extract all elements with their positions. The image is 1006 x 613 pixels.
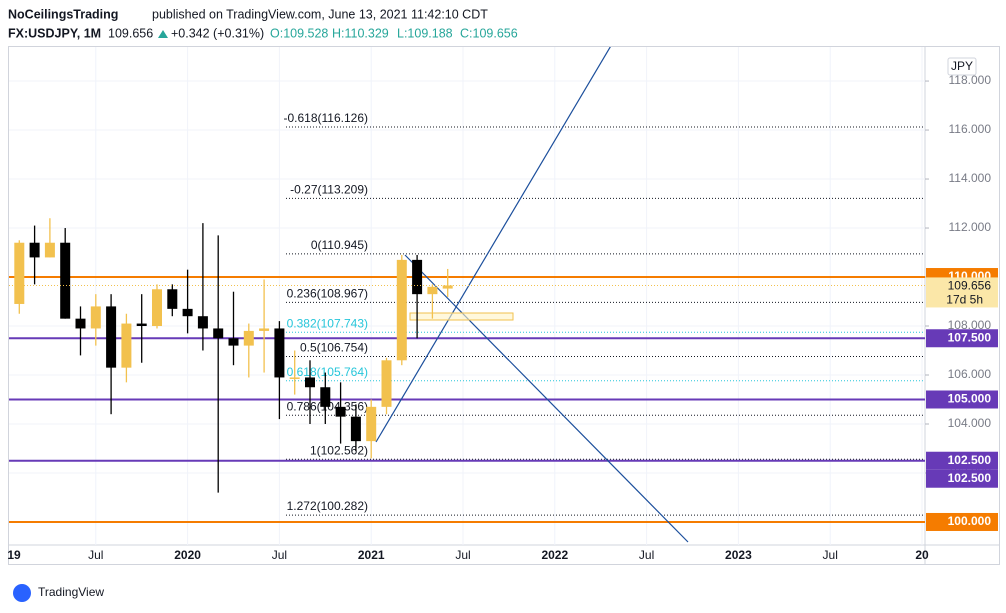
candle-body: [320, 387, 331, 407]
y-tick-label: 106.000: [948, 367, 992, 381]
fib-label: 0.236(108.967): [287, 286, 368, 300]
fib-label: -0.618(116.126): [283, 111, 368, 125]
x-tick-label: Jul: [455, 548, 470, 562]
y-tick-label: 112.000: [949, 220, 992, 234]
published-text: published on TradingView.com, June 13, 2…: [152, 7, 488, 21]
candle-body: [182, 308, 193, 317]
zone-box: [409, 312, 514, 321]
x-tick-label: 2020: [174, 548, 201, 562]
x-tick-label: 2021: [358, 548, 385, 562]
candle-body: [75, 318, 86, 329]
brand: TradingView: [38, 585, 104, 599]
level-badge-label: 107.500: [948, 330, 992, 344]
candle-body: [0, 287, 9, 304]
candle-body: [381, 360, 392, 407]
y-tick-label: 108.000: [948, 318, 992, 332]
currency-badge: [947, 57, 977, 76]
y-tick-label: 118.000: [949, 73, 992, 87]
level-badge-label: 102.500: [948, 453, 992, 467]
x-tick-label: 19: [7, 548, 21, 562]
fib-label: 0.382(107.743): [287, 316, 368, 330]
header-line-2: FX:USDJPY, 1M 109.656 +0.342 (+0.31%) O:…: [8, 26, 518, 40]
candle-body: [442, 285, 453, 289]
level-badge: [926, 512, 998, 531]
candle-body: [197, 316, 208, 329]
candle-body: [396, 259, 407, 361]
last-price-badge: [926, 277, 998, 308]
level-badge-label: 100.000: [948, 514, 992, 528]
candle-body: [136, 323, 147, 327]
trend-line: [375, 47, 611, 443]
x-tick-label: 2023: [725, 548, 752, 562]
candle-body: [213, 328, 224, 339]
candle-body: [90, 306, 101, 329]
fib-label: 0.618(105.764): [287, 365, 368, 379]
candle-body: [274, 328, 285, 378]
candle-body: [366, 406, 377, 442]
x-tick-label: 20: [915, 548, 929, 562]
candle-body: [121, 323, 132, 368]
logo-icon: [13, 584, 31, 602]
candle-body: [167, 289, 178, 309]
candle-body: [14, 242, 25, 304]
y-tick-label: 114.000: [949, 171, 992, 185]
countdown: 17d 5h: [946, 293, 983, 307]
candle-body: [427, 286, 438, 295]
candle-body: [335, 406, 346, 417]
currency: JPY: [951, 59, 973, 73]
x-tick-label: Jul: [639, 548, 654, 562]
change: +0.342 (+0.31%): [171, 26, 264, 40]
footer-logo: TradingView: [13, 584, 104, 602]
chart-frame: [8, 46, 1000, 565]
x-tick-label: Jul: [272, 548, 287, 562]
candle-body: [289, 377, 300, 379]
candle-body: [228, 338, 239, 346]
level-badge: [926, 390, 998, 409]
fib-label: 0(110.945): [311, 238, 368, 252]
candle-body: [412, 259, 423, 295]
candle-body: [29, 242, 40, 258]
candle-body: [152, 289, 162, 327]
candle-body: [350, 416, 361, 442]
ohlc-open: O:109.528: [270, 26, 328, 40]
candle-body: [259, 328, 270, 331]
candle-body: [243, 330, 254, 346]
x-tick-label: 2022: [541, 548, 568, 562]
plot-area: -0.618(116.126) -0.27(113.209) 0(110.945) 0…: [0, 47, 925, 545]
fib-label: 1(102.562): [310, 443, 368, 457]
level-badge: [926, 469, 998, 488]
candle-body: [44, 242, 55, 258]
trend-line: [404, 254, 689, 543]
x-tick-label: Jul: [88, 548, 103, 562]
last-price-label: 109.656: [948, 279, 992, 293]
level-badge: [926, 451, 998, 470]
price: 109.656: [108, 26, 153, 40]
ohlc-low: L:109.188: [397, 26, 453, 40]
ohlc-high: H:110.329: [332, 26, 389, 40]
y-tick-label: 104.000: [948, 416, 992, 430]
fib-label: -0.27(113.209): [290, 183, 368, 197]
y-tick-label: 116.000: [949, 122, 992, 136]
fib-label: 0.5(106.754): [300, 341, 368, 355]
candle-body: [106, 306, 117, 368]
x-tick-label: Jul: [823, 548, 838, 562]
symbol: FX:USDJPY, 1M: [8, 26, 101, 40]
fib-label: 1.272(100.282): [287, 499, 368, 513]
header-line-1: NoCeilingsTrading published on TradingVi…: [8, 7, 488, 21]
level-badge: [926, 329, 998, 348]
publisher: NoCeilingsTrading: [8, 7, 118, 21]
up-arrow: [158, 30, 168, 38]
candle-body: [60, 242, 71, 319]
candle-body: [305, 377, 315, 388]
level-badge-label: 102.500: [948, 471, 992, 485]
level-badge-label: 105.000: [948, 392, 992, 406]
ohlc-close: C:109.656: [460, 26, 518, 40]
